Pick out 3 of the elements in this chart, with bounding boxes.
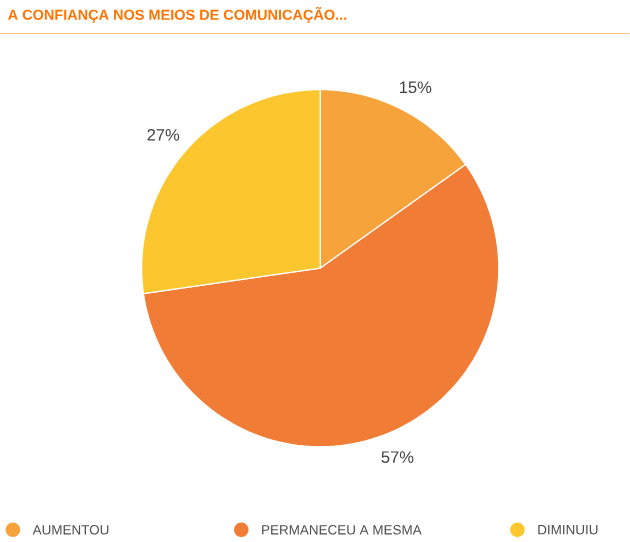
data-label: 27%: [147, 129, 180, 141]
data-label: 57%: [381, 451, 414, 464]
data-label: 15%: [400, 81, 432, 94]
